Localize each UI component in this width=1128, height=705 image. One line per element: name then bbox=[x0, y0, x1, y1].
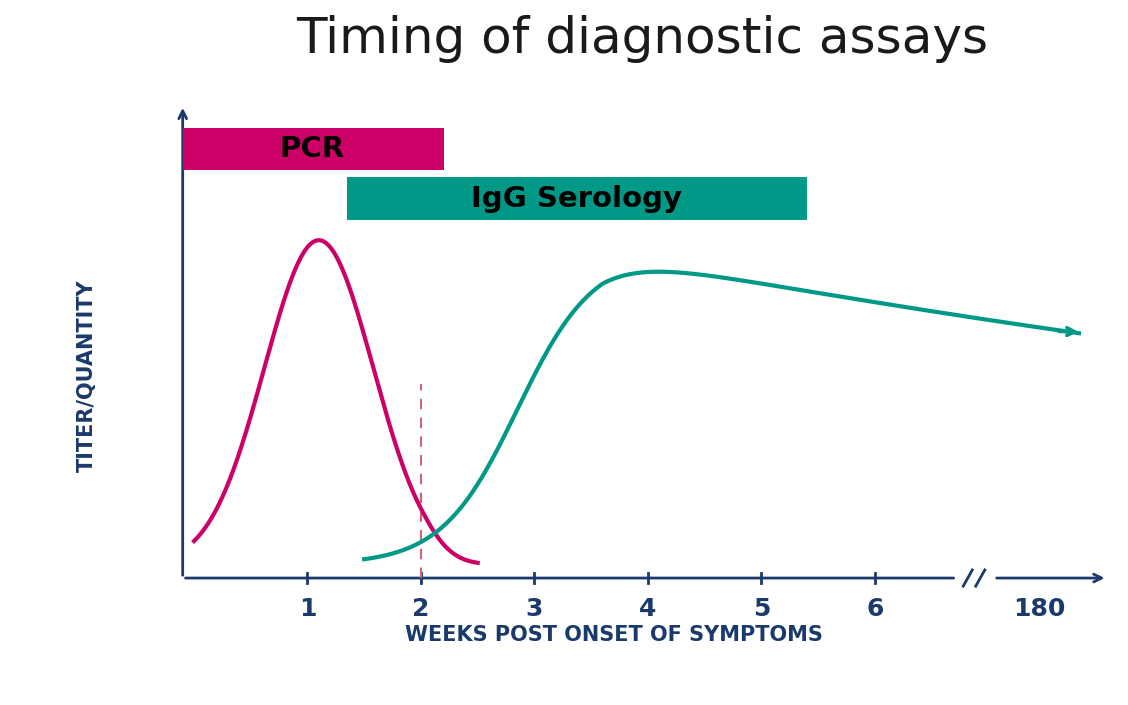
Text: 180: 180 bbox=[1013, 597, 1066, 621]
Text: TITER/QUANTITY: TITER/QUANTITY bbox=[77, 280, 97, 472]
Text: 5: 5 bbox=[752, 597, 770, 621]
Text: 3: 3 bbox=[526, 597, 543, 621]
Text: IgG Serology: IgG Serology bbox=[470, 185, 682, 212]
Text: 6: 6 bbox=[866, 597, 883, 621]
Bar bbox=[183, 128, 443, 171]
Bar bbox=[347, 177, 807, 220]
Text: 4: 4 bbox=[640, 597, 656, 621]
Text: PCR: PCR bbox=[279, 135, 344, 163]
Text: 2: 2 bbox=[412, 597, 430, 621]
Text: 1: 1 bbox=[299, 597, 316, 621]
Title: Timing of diagnostic assays: Timing of diagnostic assays bbox=[297, 15, 988, 63]
Text: WEEKS POST ONSET OF SYMPTOMS: WEEKS POST ONSET OF SYMPTOMS bbox=[405, 625, 822, 645]
